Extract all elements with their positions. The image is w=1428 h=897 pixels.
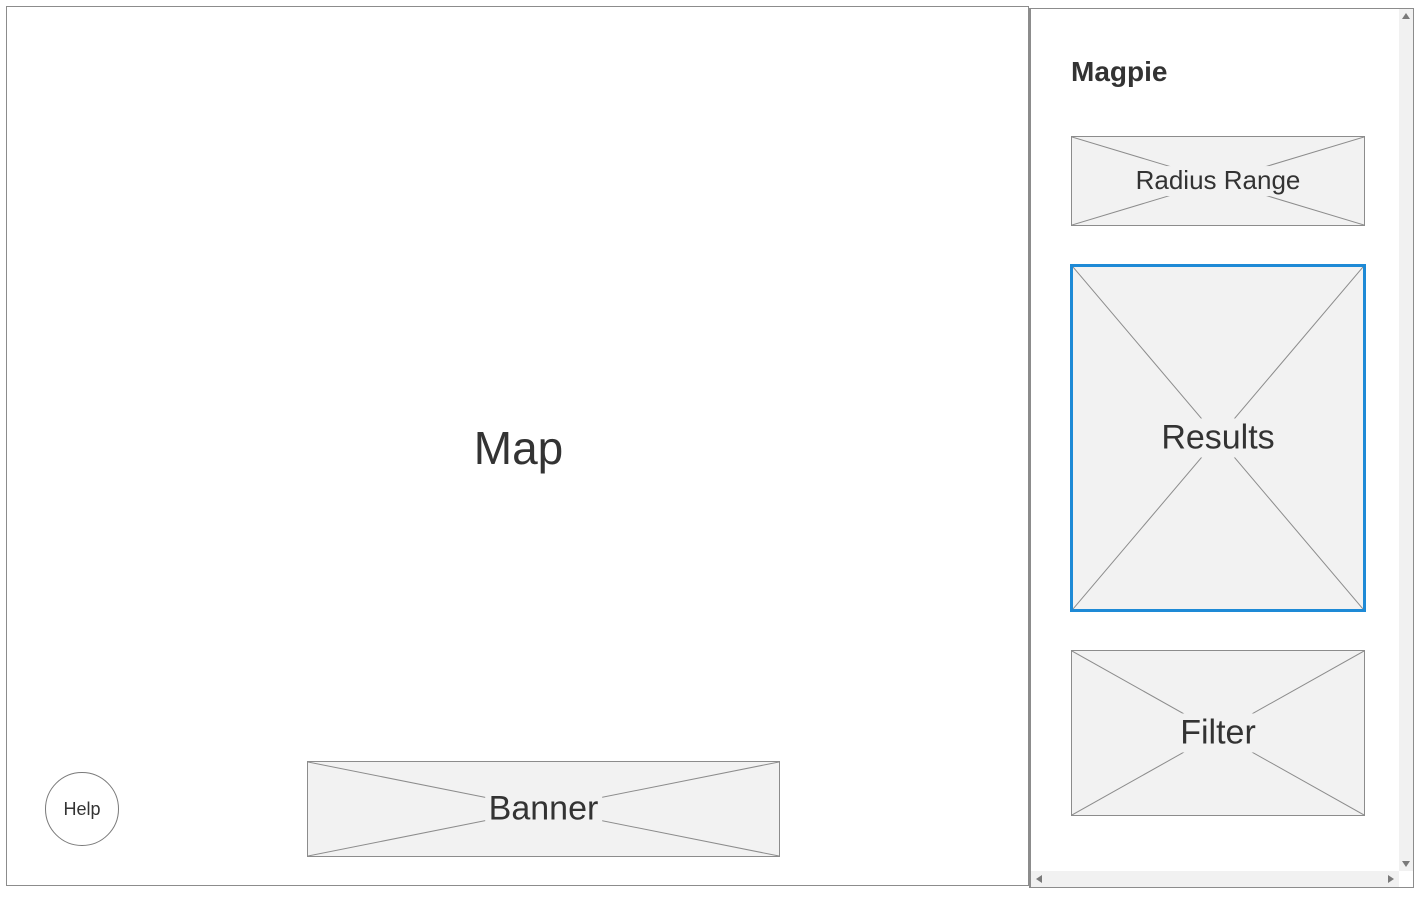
banner-label: Banner bbox=[484, 789, 603, 829]
help-button-label: Help bbox=[63, 798, 101, 819]
help-button[interactable]: Help bbox=[45, 772, 119, 846]
panel-title: Magpie bbox=[1071, 56, 1168, 87]
scroll-right-arrow-icon[interactable] bbox=[1388, 875, 1394, 883]
filter-placeholder[interactable]: Filter bbox=[1071, 650, 1365, 816]
scroll-left-arrow-icon[interactable] bbox=[1036, 875, 1042, 883]
results-label: Results bbox=[1157, 418, 1279, 458]
results-placeholder[interactable]: Results bbox=[1070, 264, 1366, 612]
map-label: Map bbox=[473, 422, 564, 474]
radius-range-label: Radius Range bbox=[1131, 165, 1305, 196]
radius-range-placeholder[interactable]: Radius Range bbox=[1071, 136, 1365, 226]
scroll-up-arrow-icon[interactable] bbox=[1402, 13, 1410, 19]
map-area[interactable]: Map bbox=[6, 6, 1029, 886]
filter-label: Filter bbox=[1176, 713, 1260, 753]
scroll-down-arrow-icon[interactable] bbox=[1402, 861, 1410, 867]
vertical-scrollbar[interactable] bbox=[1399, 9, 1413, 871]
banner-placeholder: Banner bbox=[307, 761, 780, 857]
horizontal-scrollbar[interactable] bbox=[1031, 871, 1399, 887]
